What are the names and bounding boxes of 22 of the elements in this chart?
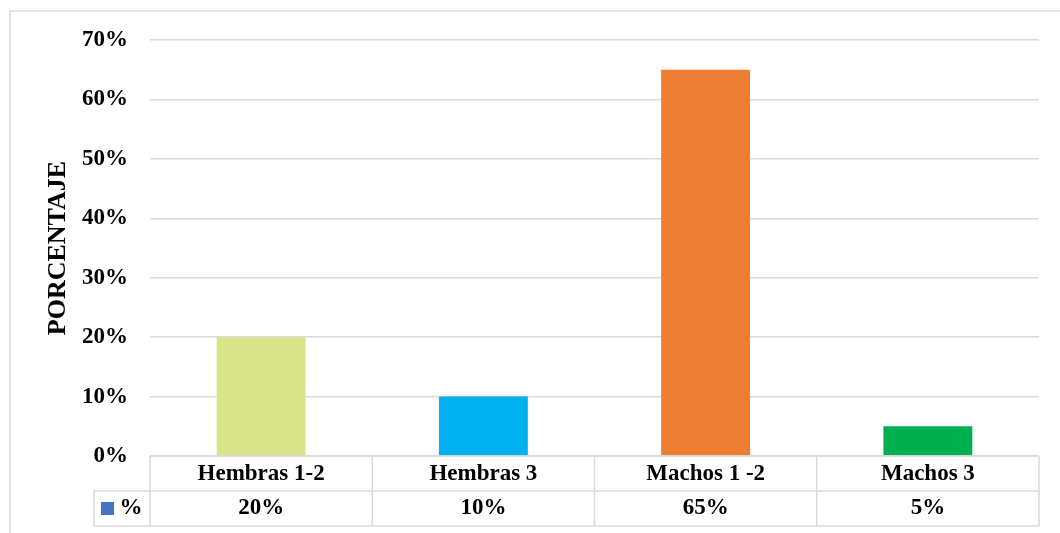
- y-tick-label: 0%: [93, 441, 128, 467]
- data-label: 10%: [460, 494, 507, 520]
- y-tick-label: 10%: [82, 382, 128, 408]
- y-tick-label: 70%: [82, 25, 128, 51]
- data-label: 65%: [682, 494, 729, 520]
- y-tick-label: 30%: [82, 263, 128, 289]
- bar: [216, 337, 306, 456]
- x-tick-label: Machos 3: [880, 459, 975, 485]
- bar: [438, 396, 528, 456]
- x-tick-label: Hembras 1-2: [197, 459, 325, 485]
- y-tick-label: 60%: [82, 85, 128, 111]
- bar: [883, 426, 973, 456]
- x-tick-label: Hembras 3: [429, 459, 538, 485]
- y-tick-label: 40%: [82, 204, 128, 230]
- y-axis-title: PORCENTAJE: [42, 160, 72, 336]
- y-tick-label: 50%: [82, 144, 128, 170]
- text: %: [119, 494, 143, 520]
- data-label: 20%: [238, 494, 285, 520]
- data-label: 5%: [910, 494, 946, 520]
- bar: [661, 69, 751, 456]
- y-tick-label: 20%: [82, 323, 128, 349]
- x-tick-label: Machos 1 -2: [646, 459, 766, 485]
